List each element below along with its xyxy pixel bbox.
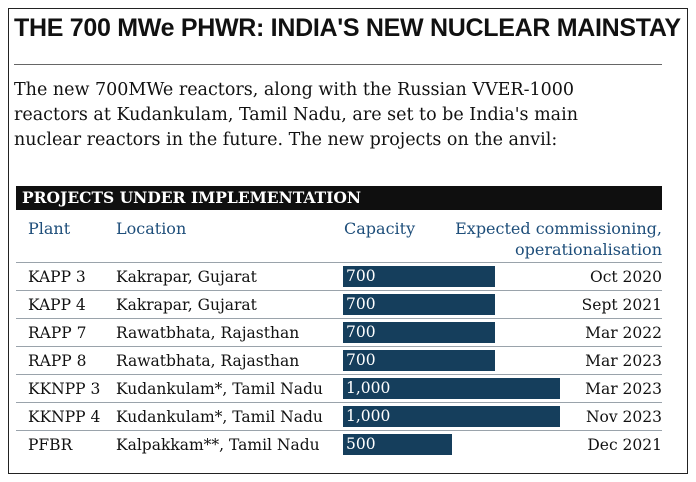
title-divider xyxy=(14,64,662,65)
cell-location: Rawatbhata, Rajasthan xyxy=(116,352,300,370)
header-location: Location xyxy=(116,219,187,238)
capacity-bar-label: 700 xyxy=(346,267,376,285)
capacity-bar xyxy=(343,266,495,287)
cell-commissioning-date: Sept 2021 xyxy=(581,296,662,314)
row-divider xyxy=(16,262,662,263)
capacity-bar xyxy=(343,378,560,399)
capacity-bar-label: 1,000 xyxy=(346,407,391,425)
row-divider xyxy=(16,430,662,431)
cell-plant: RAPP 7 xyxy=(28,324,87,342)
cell-commissioning-date: Dec 2021 xyxy=(587,436,662,454)
cell-plant: KAPP 3 xyxy=(28,268,86,286)
cell-commissioning-date: Mar 2022 xyxy=(585,324,662,342)
intro-line: The new 700MWe reactors, along with the … xyxy=(14,80,575,100)
cell-plant: KAPP 4 xyxy=(28,296,86,314)
cell-plant: KKNPP 3 xyxy=(28,380,101,398)
cell-commissioning-date: Oct 2020 xyxy=(590,268,662,286)
row-divider xyxy=(16,290,662,291)
intro-line: nuclear reactors in the future. The new … xyxy=(14,130,558,150)
capacity-bar-label: 700 xyxy=(346,323,376,341)
capacity-bar xyxy=(343,406,560,427)
cell-commissioning-date: Mar 2023 xyxy=(585,352,662,370)
cell-location: Kudankulam*, Tamil Nadu xyxy=(116,380,323,398)
section-title: PROJECTS UNDER IMPLEMENTATION xyxy=(16,186,662,210)
row-divider xyxy=(16,374,662,375)
header-commissioning-line1: Expected commissioning, xyxy=(455,219,662,238)
capacity-bar-label: 1,000 xyxy=(346,379,391,397)
cell-plant: RAPP 8 xyxy=(28,352,87,370)
cell-location: Kakrapar, Gujarat xyxy=(116,296,257,314)
row-divider xyxy=(16,346,662,347)
cell-location: Rawatbhata, Rajasthan xyxy=(116,324,300,342)
page-title: THE 700 MWe PHWR: INDIA'S NEW NUCLEAR MA… xyxy=(14,14,681,42)
header-capacity: Capacity xyxy=(344,219,416,238)
row-divider xyxy=(16,402,662,403)
cell-commissioning-date: Mar 2023 xyxy=(585,380,662,398)
capacity-bar-label: 700 xyxy=(346,295,376,313)
capacity-bar-label: 500 xyxy=(346,435,376,453)
capacity-bar xyxy=(343,322,495,343)
capacity-bar xyxy=(343,434,452,455)
row-divider xyxy=(16,318,662,319)
cell-location: Kalpakkam**, Tamil Nadu xyxy=(116,436,320,454)
capacity-bar xyxy=(343,350,495,371)
intro-line: reactors at Kudankulam, Tamil Nadu, are … xyxy=(14,105,578,125)
cell-location: Kudankulam*, Tamil Nadu xyxy=(116,408,323,426)
intro-text: The new 700MWe reactors, along with the … xyxy=(14,78,664,153)
cell-plant: PFBR xyxy=(28,436,73,454)
capacity-bar-label: 700 xyxy=(346,351,376,369)
header-commissioning-line2: operationalisation xyxy=(514,240,662,259)
header-plant: Plant xyxy=(28,219,71,238)
cell-location: Kakrapar, Gujarat xyxy=(116,268,257,286)
cell-plant: KKNPP 4 xyxy=(28,408,101,426)
cell-commissioning-date: Nov 2023 xyxy=(585,408,662,426)
capacity-bar xyxy=(343,294,495,315)
